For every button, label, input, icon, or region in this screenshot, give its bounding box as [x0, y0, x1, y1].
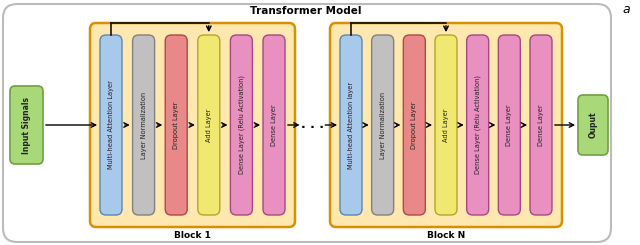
FancyBboxPatch shape [340, 35, 362, 215]
Text: Layer Normalization: Layer Normalization [141, 91, 147, 159]
Text: Block 1: Block 1 [174, 231, 211, 240]
Text: Dense Layer (Relu Activation): Dense Layer (Relu Activation) [238, 75, 244, 174]
FancyBboxPatch shape [90, 23, 295, 227]
Text: Transformer Model: Transformer Model [250, 6, 362, 16]
Text: Dense Layer: Dense Layer [506, 104, 513, 146]
FancyBboxPatch shape [10, 86, 43, 164]
Text: a: a [622, 3, 630, 16]
Text: Dense Layer: Dense Layer [538, 104, 544, 146]
FancyBboxPatch shape [198, 35, 220, 215]
FancyBboxPatch shape [263, 35, 285, 215]
FancyBboxPatch shape [467, 35, 489, 215]
Text: Multi-head Attention layer: Multi-head Attention layer [348, 81, 354, 169]
Text: Block N: Block N [427, 231, 465, 240]
FancyBboxPatch shape [3, 4, 611, 242]
Text: Layer Normalization: Layer Normalization [380, 91, 386, 159]
FancyBboxPatch shape [330, 23, 562, 227]
Text: Dense Layer (Relu Activation): Dense Layer (Relu Activation) [474, 75, 481, 174]
Text: Multi-head Attention Layer: Multi-head Attention Layer [108, 81, 114, 170]
Text: Dense Layer: Dense Layer [271, 104, 277, 146]
Text: Add Layer: Add Layer [443, 108, 449, 142]
FancyBboxPatch shape [403, 35, 426, 215]
FancyBboxPatch shape [372, 35, 394, 215]
FancyBboxPatch shape [100, 35, 122, 215]
FancyBboxPatch shape [499, 35, 520, 215]
FancyBboxPatch shape [578, 95, 608, 155]
FancyBboxPatch shape [165, 35, 187, 215]
Text: . . .: . . . [301, 119, 324, 132]
Text: Add Layer: Add Layer [206, 108, 212, 142]
FancyBboxPatch shape [530, 35, 552, 215]
Text: Dropout Layer: Dropout Layer [173, 101, 179, 149]
FancyBboxPatch shape [435, 35, 457, 215]
Text: Ouput: Ouput [589, 112, 598, 138]
FancyBboxPatch shape [230, 35, 252, 215]
FancyBboxPatch shape [132, 35, 155, 215]
Text: Dropout Layer: Dropout Layer [412, 101, 417, 149]
Text: Input Signals: Input Signals [22, 97, 31, 154]
